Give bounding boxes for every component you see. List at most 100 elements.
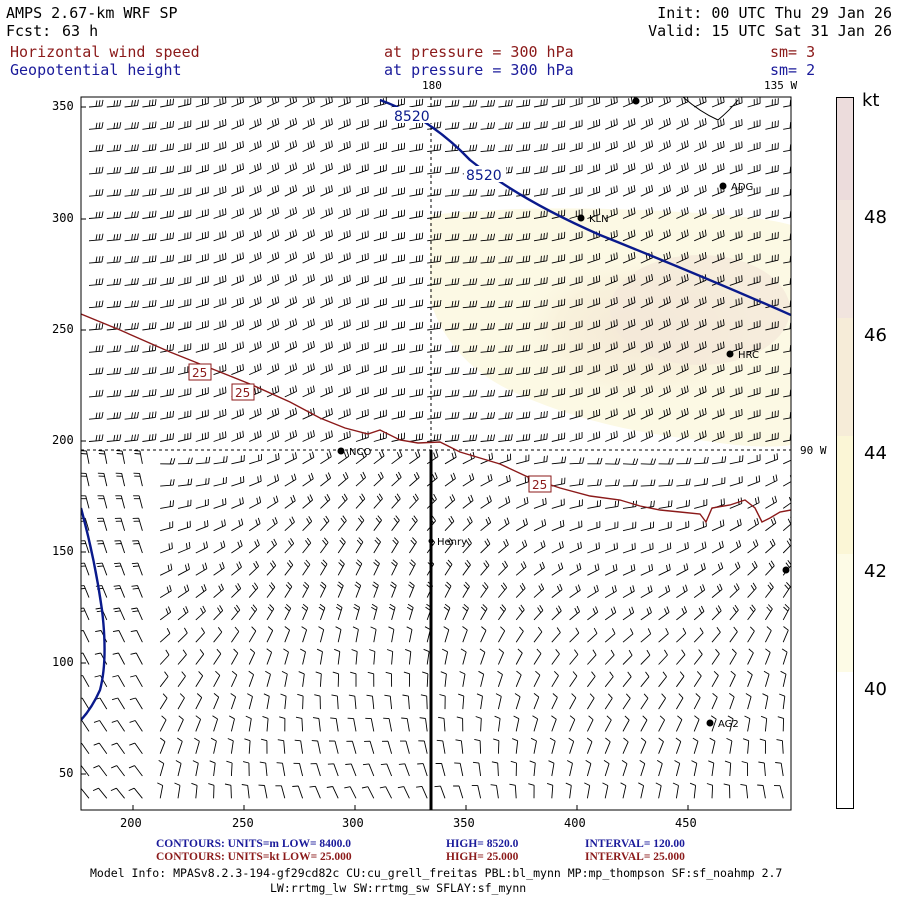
wind-barb [88, 233, 104, 242]
wind-barb [208, 783, 215, 799]
wind-barb [694, 341, 707, 353]
wind-barb [408, 581, 415, 598]
wind-barb [297, 693, 304, 710]
wind-barb [132, 517, 143, 531]
wind-barb [177, 457, 193, 465]
wind-barb [480, 389, 496, 398]
wind-barb [498, 560, 508, 576]
wind-barb [706, 783, 714, 799]
wind-barb [658, 430, 671, 442]
wind-barb [622, 430, 636, 442]
wind-barb [177, 499, 192, 509]
wind-barb [622, 251, 636, 264]
wind-barb [462, 99, 478, 108]
wind-barb [498, 255, 513, 264]
wind-label-3: 25 [528, 475, 552, 493]
wind-barb [747, 604, 756, 621]
wind-barb [729, 604, 739, 621]
wind-barb [320, 472, 332, 487]
wind-barb [124, 211, 139, 219]
wind-barb [159, 606, 172, 621]
wind-barb [177, 563, 190, 576]
wind-barb [249, 229, 262, 242]
wind-barb [480, 626, 487, 643]
wind-barbs [81, 97, 791, 799]
wind-barb [516, 411, 531, 420]
wind-barb [391, 321, 405, 331]
wind-barb [551, 456, 567, 465]
wind-barb [741, 761, 749, 777]
wind-barb [710, 715, 717, 732]
wind-barb [327, 763, 339, 777]
colorbar-label-44: 44 [864, 443, 887, 464]
wind-barb [480, 452, 494, 465]
wind-barb [765, 98, 779, 108]
wind-barb [373, 342, 387, 353]
wind-barb [658, 318, 671, 331]
wind-barb [533, 670, 541, 688]
wind-barb [391, 276, 405, 286]
wind-barb [498, 517, 510, 532]
wind-barb [213, 476, 227, 487]
wind-barb [462, 255, 478, 264]
wind-barb [402, 694, 410, 710]
wind-barb [747, 97, 761, 108]
wind-barb [587, 478, 602, 487]
wind-barb [498, 411, 513, 420]
wind-barb [241, 784, 250, 799]
wind-barb [111, 697, 125, 710]
wind-barb [177, 97, 192, 108]
wind-barb [373, 275, 387, 286]
wind-barb [509, 783, 517, 799]
wind-barb [114, 517, 126, 531]
wind-barb [498, 344, 513, 353]
wind-barb [693, 715, 700, 732]
wind-barb [160, 254, 174, 264]
wind-barb [106, 389, 122, 398]
wind-barb [622, 521, 637, 532]
wind-barb [640, 207, 654, 219]
wind-barb [338, 341, 351, 353]
wind-barb [622, 118, 636, 130]
wind-barb [373, 471, 384, 487]
wind-barb [622, 606, 635, 621]
wind-barb [747, 475, 761, 487]
wind-barb [474, 738, 482, 754]
wind-barb [316, 648, 323, 665]
wind-barb [658, 184, 671, 197]
wind-barb [676, 97, 689, 108]
wind-barb [248, 626, 257, 643]
meridian-180-label: 180 [422, 79, 442, 92]
wind-barb [729, 185, 743, 197]
wind-barb [533, 519, 547, 532]
wind-barb [302, 385, 315, 398]
wind-barb [213, 605, 224, 621]
wind-barb [426, 450, 439, 465]
wind-barb [444, 367, 460, 376]
wind-barb [213, 498, 227, 509]
wind-barb [462, 367, 478, 376]
wind-barb [213, 163, 227, 175]
wind-barb [195, 298, 209, 309]
wind-barb [551, 254, 566, 264]
wind-barb [694, 118, 707, 130]
wind-barb [231, 274, 244, 286]
wind-barb [409, 537, 417, 554]
wind-barb [93, 765, 108, 777]
wind-barb [709, 737, 716, 754]
wind-barb [97, 472, 108, 487]
wind-barb [361, 786, 375, 799]
wind-barb [115, 472, 126, 487]
wind-barb [569, 562, 582, 576]
height-contour-left [81, 507, 106, 721]
wind-barb [159, 715, 167, 732]
wind-barb [498, 474, 511, 487]
wind-barb [177, 693, 185, 710]
wind-barb [605, 563, 618, 576]
wind-barb [338, 252, 351, 264]
wind-barb [112, 630, 126, 643]
wind-barb [676, 457, 692, 465]
wind-barb [249, 453, 263, 465]
wind-barb [551, 276, 566, 286]
wind-barb [676, 693, 684, 710]
